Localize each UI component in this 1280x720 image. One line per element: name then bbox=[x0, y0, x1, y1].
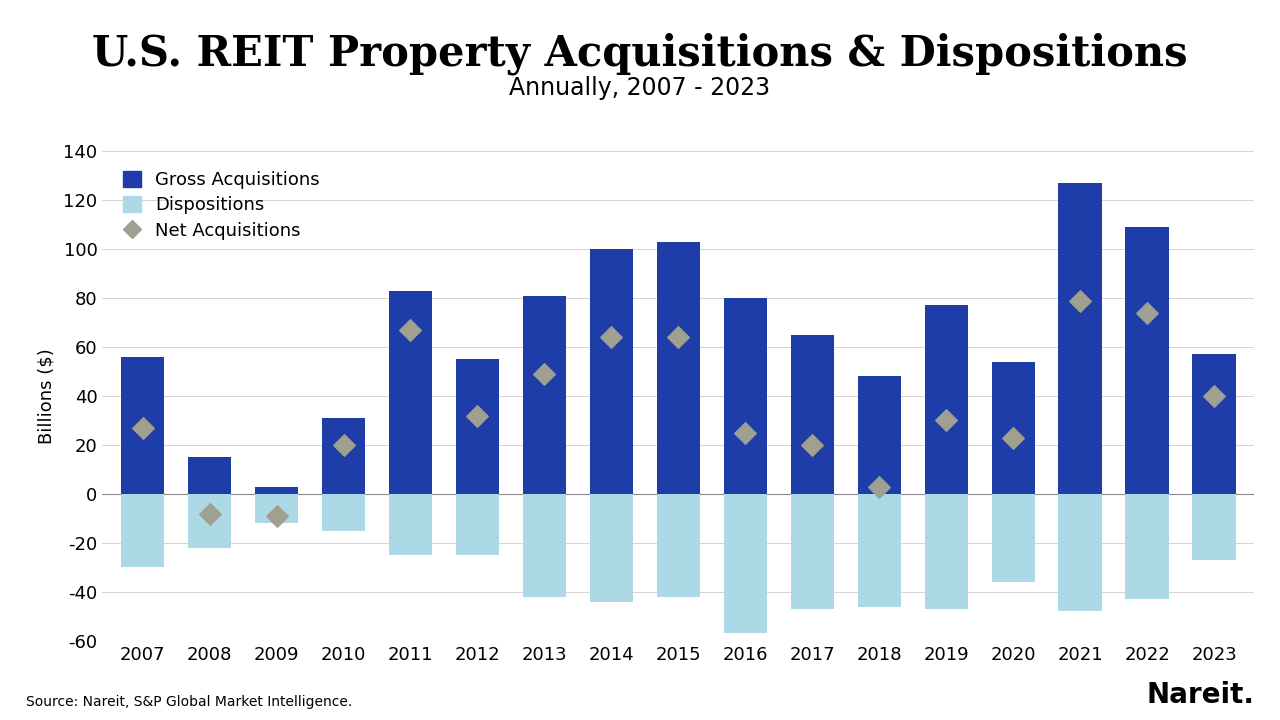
Point bbox=[1004, 432, 1024, 444]
Legend: Gross Acquisitions, Dispositions, Net Acquisitions: Gross Acquisitions, Dispositions, Net Ac… bbox=[118, 165, 325, 246]
Text: Annually, 2007 - 2023: Annually, 2007 - 2023 bbox=[509, 76, 771, 99]
Bar bbox=[1059, 183, 1102, 494]
Bar bbox=[255, 487, 298, 494]
Bar bbox=[255, 494, 298, 523]
Text: U.S. REIT Property Acquisitions & Dispositions: U.S. REIT Property Acquisitions & Dispos… bbox=[92, 32, 1188, 75]
Point bbox=[333, 439, 353, 451]
Bar bbox=[858, 494, 901, 606]
Bar bbox=[389, 291, 433, 494]
Bar bbox=[389, 494, 433, 555]
Bar bbox=[992, 494, 1036, 582]
Point bbox=[803, 439, 823, 451]
Bar bbox=[321, 418, 365, 494]
Bar bbox=[522, 296, 566, 494]
Text: Source: Nareit, S&P Global Market Intelligence.: Source: Nareit, S&P Global Market Intell… bbox=[26, 696, 352, 709]
Point bbox=[534, 368, 554, 379]
Bar bbox=[590, 494, 634, 602]
Bar bbox=[992, 361, 1036, 494]
Point bbox=[869, 481, 890, 492]
Point bbox=[1070, 294, 1091, 306]
Bar bbox=[120, 357, 164, 494]
Bar bbox=[456, 359, 499, 494]
Point bbox=[467, 410, 488, 421]
Point bbox=[200, 508, 220, 519]
Text: Nareit.: Nareit. bbox=[1147, 681, 1254, 709]
Point bbox=[1137, 307, 1157, 318]
Point bbox=[936, 415, 956, 426]
Bar bbox=[858, 377, 901, 494]
Bar bbox=[1059, 494, 1102, 611]
Bar bbox=[657, 494, 700, 597]
Bar bbox=[590, 249, 634, 494]
Bar bbox=[1125, 494, 1169, 599]
Bar bbox=[188, 494, 232, 548]
Point bbox=[735, 427, 755, 438]
Bar bbox=[1193, 354, 1236, 494]
Bar bbox=[522, 494, 566, 597]
Bar bbox=[657, 242, 700, 494]
Bar bbox=[924, 494, 968, 609]
Point bbox=[602, 331, 622, 343]
Bar bbox=[321, 494, 365, 531]
Bar bbox=[456, 494, 499, 555]
Bar bbox=[791, 494, 835, 609]
Point bbox=[1204, 390, 1225, 402]
Point bbox=[266, 510, 287, 522]
Bar bbox=[791, 335, 835, 494]
Y-axis label: Billions ($): Billions ($) bbox=[37, 348, 55, 444]
Bar bbox=[120, 494, 164, 567]
Point bbox=[132, 422, 152, 433]
Bar bbox=[924, 305, 968, 494]
Point bbox=[401, 324, 421, 336]
Point bbox=[668, 331, 689, 343]
Bar bbox=[188, 457, 232, 494]
Bar bbox=[723, 494, 767, 634]
Bar bbox=[1193, 494, 1236, 560]
Bar bbox=[723, 298, 767, 494]
Bar bbox=[1125, 227, 1169, 494]
